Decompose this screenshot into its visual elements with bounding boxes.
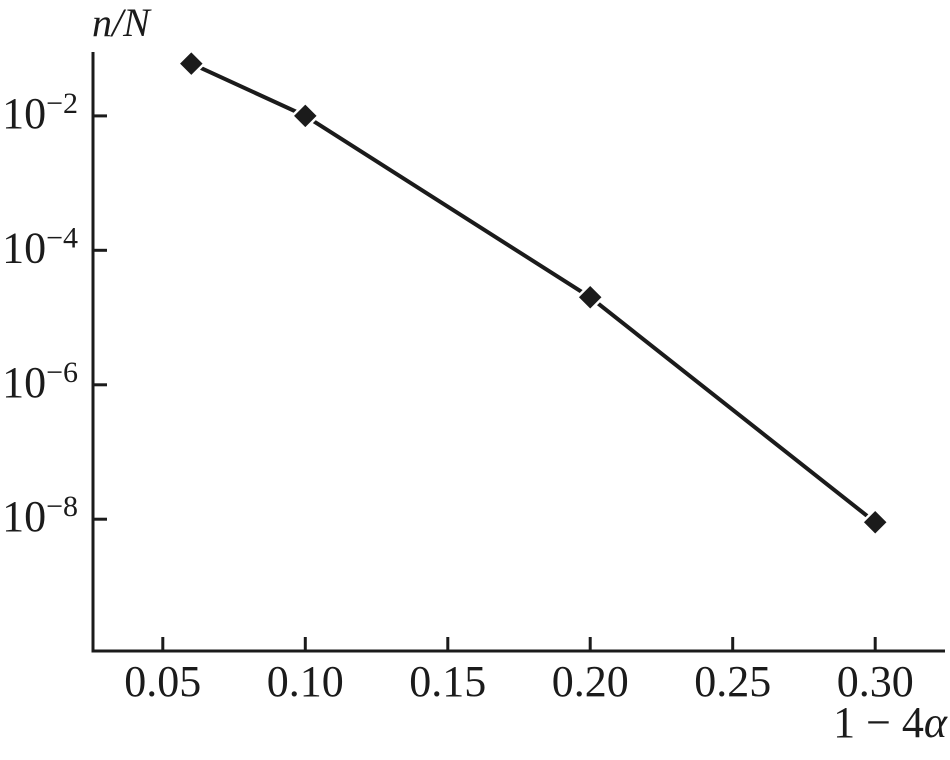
axes-line — [91, 52, 945, 653]
x-tick-label: 0.25 — [694, 657, 771, 706]
y-tick-label: 10−8 — [2, 490, 78, 541]
x-tick-label: 0.30 — [837, 657, 914, 706]
data-point-marker — [176, 48, 207, 79]
x-tick-label: 0.10 — [267, 657, 344, 706]
y-tick-label: 10−4 — [2, 221, 78, 272]
data-point-marker — [575, 282, 605, 313]
y-axis-title-text: n/N — [92, 0, 150, 45]
y-tick-label: 10−6 — [2, 356, 78, 407]
data-series-line — [190, 61, 877, 524]
data-point-marker — [290, 101, 321, 131]
y-axis-title: n/N — [92, 1, 150, 45]
x-tick-label: 0.20 — [552, 657, 629, 706]
x-tick-label: 0.15 — [409, 657, 486, 706]
x-axis-title-text: 1 − 4 — [833, 698, 924, 747]
x-tick-label: 0.05 — [124, 657, 201, 706]
x-axis-title: 1 − 4α — [833, 698, 947, 747]
data-point-marker — [860, 507, 890, 538]
y-tick-label: 10−2 — [2, 87, 78, 138]
alpha-symbol: α — [923, 698, 947, 747]
